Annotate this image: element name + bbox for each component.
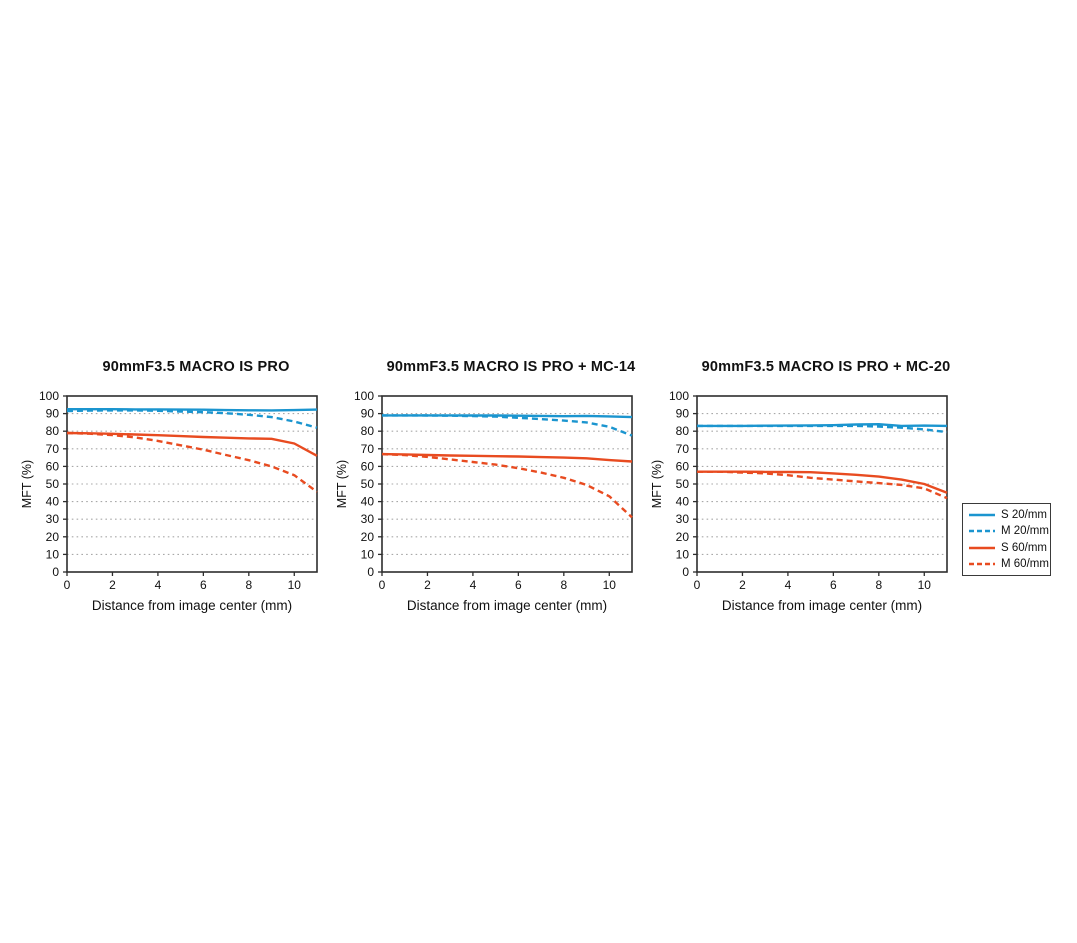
svg-text:20: 20: [46, 530, 60, 544]
legend-line-sample: [969, 562, 995, 566]
svg-text:6: 6: [200, 578, 207, 592]
svg-text:50: 50: [46, 477, 60, 491]
svg-text:MFT (%): MFT (%): [20, 460, 34, 508]
chart-base-lens: 90mmF3.5 MACRO IS PRO 0 10 20 30 40 50 60 70 80 9…: [20, 356, 332, 617]
svg-text:60: 60: [46, 459, 60, 473]
svg-text:0: 0: [64, 578, 71, 592]
svg-text:10: 10: [288, 578, 302, 592]
svg-text:100: 100: [669, 389, 689, 403]
chart-title: 90mmF3.5 MACRO IS PRO + MC-20: [701, 359, 951, 375]
svg-text:20: 20: [361, 530, 375, 544]
svg-text:30: 30: [361, 512, 375, 526]
legend-label: M 20/mm: [1001, 525, 1049, 538]
chart-title: 90mmF3.5 MACRO IS PRO + MC-14: [386, 359, 636, 375]
legend-line-sample: [969, 546, 995, 549]
legend-item-m60: M 60/mm: [968, 558, 1049, 570]
svg-text:0: 0: [694, 578, 701, 592]
legend-label: S 20/mm: [1001, 509, 1048, 522]
svg-text:70: 70: [46, 442, 60, 456]
svg-text:90: 90: [676, 407, 690, 421]
svg-text:2: 2: [109, 578, 116, 592]
chart-mc14: 90mmF3.5 MACRO IS PRO + MC-14 0 10 20 30 40 5…: [335, 356, 647, 617]
svg-text:10: 10: [361, 547, 375, 561]
svg-text:60: 60: [361, 459, 375, 473]
mtf-plot-base-lens: 0 10 20 30 40 50 60 70 80 90 100 0 2 4 6 8 10 Distance fr…: [20, 389, 318, 613]
svg-text:0: 0: [367, 565, 374, 579]
svg-text:Distance from image center (mm: Distance from image center (mm): [722, 598, 922, 613]
svg-text:6: 6: [830, 578, 837, 592]
svg-text:4: 4: [155, 578, 162, 592]
svg-text:2: 2: [424, 578, 431, 592]
svg-text:40: 40: [46, 495, 60, 509]
svg-text:80: 80: [361, 424, 375, 438]
svg-text:50: 50: [676, 477, 690, 491]
legend-item-s60: S 60/mm: [968, 541, 1048, 554]
legend-label: S 60/mm: [1001, 541, 1048, 554]
svg-text:70: 70: [361, 442, 375, 456]
svg-text:2: 2: [739, 578, 746, 592]
svg-text:70: 70: [676, 442, 690, 456]
svg-text:100: 100: [39, 389, 59, 403]
svg-text:100: 100: [354, 389, 374, 403]
svg-text:60: 60: [676, 459, 690, 473]
svg-text:20: 20: [676, 530, 690, 544]
svg-text:40: 40: [676, 495, 690, 509]
svg-text:0: 0: [52, 565, 59, 579]
svg-text:Distance from image center (mm: Distance from image center (mm): [92, 598, 292, 613]
svg-text:8: 8: [875, 578, 882, 592]
legend-line-sample: [969, 513, 995, 517]
legend-label: M 60/mm: [1001, 557, 1049, 570]
legend-item-s20: S 20/mm: [968, 509, 1048, 522]
svg-text:30: 30: [676, 512, 690, 526]
svg-text:8: 8: [560, 578, 567, 592]
svg-text:80: 80: [676, 424, 690, 438]
chart-title: 90mmF3.5 MACRO IS PRO: [102, 359, 290, 375]
svg-text:MFT (%): MFT (%): [335, 460, 349, 508]
svg-text:MFT (%): MFT (%): [650, 460, 664, 508]
svg-text:10: 10: [676, 547, 690, 561]
chart-mc20: 90mmF3.5 MACRO IS PRO + MC-20 0 10 20 30 40 5…: [650, 356, 962, 617]
legend-box: S 20/mm M 20/mm S 60/mm M 60/mm: [962, 503, 1051, 576]
svg-text:80: 80: [46, 424, 60, 438]
svg-text:4: 4: [470, 578, 477, 592]
svg-text:40: 40: [361, 495, 375, 509]
svg-text:90: 90: [361, 407, 375, 421]
legend-item-m20: M 20/mm: [968, 525, 1049, 537]
svg-text:90: 90: [46, 407, 60, 421]
svg-text:10: 10: [603, 578, 617, 592]
svg-text:6: 6: [515, 578, 522, 592]
svg-text:30: 30: [46, 512, 60, 526]
legend-line-sample: [969, 530, 995, 533]
svg-text:0: 0: [682, 565, 689, 579]
svg-text:10: 10: [46, 547, 60, 561]
svg-text:10: 10: [918, 578, 932, 592]
mtf-plot-mc20: 0 10 20 30 40 50 60 70 80 90 100 0 2 4 6 8 10 Distance fr…: [650, 389, 948, 613]
svg-text:50: 50: [361, 477, 375, 491]
svg-text:Distance from image center (mm: Distance from image center (mm): [407, 598, 607, 613]
svg-text:4: 4: [785, 578, 792, 592]
svg-text:0: 0: [379, 578, 386, 592]
svg-text:8: 8: [245, 578, 252, 592]
mtf-plot-mc14: 0 10 20 30 40 50 60 70 80 90 100 0 2 4 6 8 10 Distance fr…: [335, 389, 633, 613]
